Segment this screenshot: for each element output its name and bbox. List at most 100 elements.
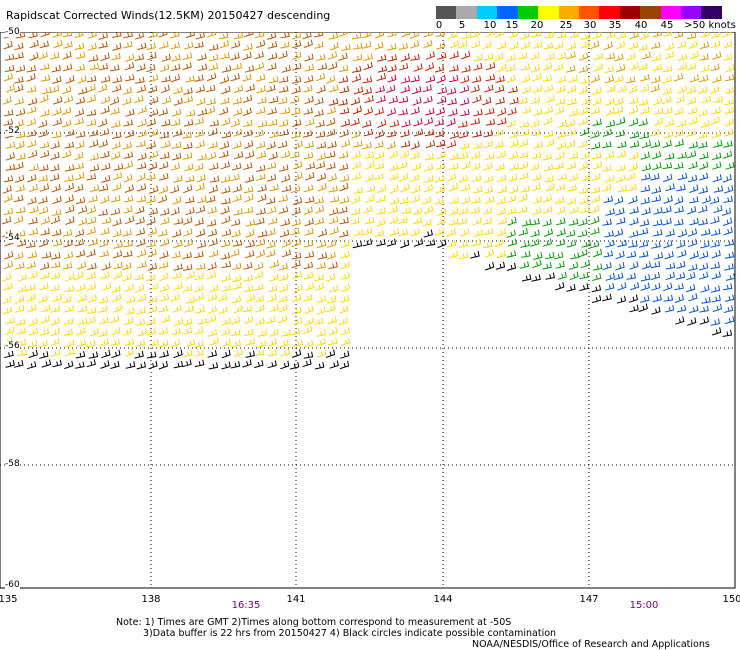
wind-barb: [449, 207, 459, 216]
wind-barb: [76, 339, 87, 347]
wind-barb: [530, 64, 540, 73]
wind-barb: [269, 76, 279, 84]
wind-barb: [65, 129, 75, 137]
wind-barb: [398, 228, 408, 237]
wind-barb: [601, 183, 612, 192]
wind-barb: [723, 140, 733, 148]
wind-barb: [518, 193, 528, 203]
wind-barb: [1, 216, 12, 225]
wind-barb: [374, 151, 385, 160]
wind-barb: [171, 54, 181, 62]
wind-barb: [712, 174, 722, 183]
wind-barb: [436, 217, 446, 226]
wind-barb: [233, 304, 243, 314]
wind-barb: [458, 152, 469, 160]
wind-barb: [125, 215, 135, 225]
wind-barb: [724, 185, 734, 194]
wind-barb: [50, 151, 60, 160]
wind-barb: [652, 219, 663, 227]
wind-barb: [74, 228, 85, 237]
wind-barb: [146, 240, 156, 248]
wind-barb: [603, 41, 613, 51]
wind-barb: [65, 216, 75, 225]
wind-barb: [257, 96, 267, 105]
wind-barb: [388, 163, 399, 171]
wind-barb: [590, 227, 600, 235]
wind-barb: [365, 184, 376, 193]
wind-barb: [592, 248, 603, 258]
wind-barb: [173, 263, 183, 271]
wind-barb: [410, 194, 421, 203]
wind-barb: [51, 208, 62, 216]
wind-barb: [112, 293, 122, 303]
legend-swatch: [619, 6, 641, 19]
wind-barb: [64, 174, 74, 182]
wind-barb: [566, 85, 577, 94]
wind-barb: [98, 139, 108, 148]
wind-barb: [77, 305, 88, 313]
wind-speed-legend: [436, 6, 722, 19]
wind-barb: [197, 108, 208, 117]
wind-barb: [111, 285, 121, 293]
wind-barb: [688, 40, 698, 49]
wind-barb: [160, 63, 170, 72]
wind-barb: [3, 109, 14, 117]
wind-barb: [38, 196, 48, 204]
wind-barb: [699, 250, 709, 260]
wind-barb: [123, 240, 133, 248]
wind-barb: [64, 304, 75, 313]
wind-barb: [339, 196, 350, 204]
wind-barb: [326, 106, 336, 115]
wind-barb: [15, 140, 25, 150]
wind-barb: [590, 130, 600, 139]
wind-barb: [303, 271, 314, 280]
wind-barb: [113, 241, 123, 249]
wind-barb: [351, 195, 361, 205]
wind-barb: [569, 32, 579, 39]
wind-barb: [351, 161, 362, 170]
wind-barb: [197, 63, 208, 72]
wind-barb: [268, 151, 278, 161]
wind-barb: [209, 337, 219, 346]
wind-barb: [700, 120, 710, 128]
wind-barb: [338, 64, 349, 73]
wind-barb: [244, 175, 255, 183]
wind-barb: [362, 227, 373, 236]
longitude-tick-label: 135: [0, 594, 18, 605]
wind-barb: [521, 85, 532, 94]
wind-barb: [543, 228, 553, 237]
wind-barb: [26, 261, 36, 269]
wind-barb: [65, 205, 75, 214]
wind-barb: [710, 85, 720, 95]
wind-barb: [27, 196, 37, 205]
wind-barb: [303, 107, 313, 115]
wind-barb: [170, 41, 180, 50]
wind-barb: [602, 261, 612, 271]
wind-barb: [605, 52, 615, 60]
wind-barb: [605, 272, 615, 281]
wind-barb: [362, 32, 372, 39]
wind-barb: [638, 118, 648, 127]
wind-barb: [568, 218, 579, 226]
wind-barb: [245, 350, 255, 358]
map-title: Rapidscat Corrected Winds(12.5KM) 201504…: [6, 9, 331, 22]
wind-barb: [592, 118, 602, 126]
wind-barb: [243, 129, 253, 138]
wind-barb: [3, 260, 14, 270]
wind-barb: [173, 97, 183, 106]
wind-barb: [628, 294, 638, 303]
wind-barb: [317, 349, 327, 358]
wind-barb: [62, 51, 72, 60]
wind-barb: [362, 87, 372, 95]
wind-barb: [160, 84, 170, 94]
wind-barb: [173, 217, 184, 225]
wind-barb: [566, 140, 576, 149]
wind-barb: [220, 186, 231, 194]
wind-barb: [710, 318, 720, 326]
wind-barb: [436, 74, 446, 84]
wind-barb: [52, 107, 62, 116]
wind-barb: [221, 117, 231, 127]
wind-barb: [148, 282, 159, 291]
wind-barb: [88, 54, 99, 62]
wind-barb: [688, 263, 698, 271]
